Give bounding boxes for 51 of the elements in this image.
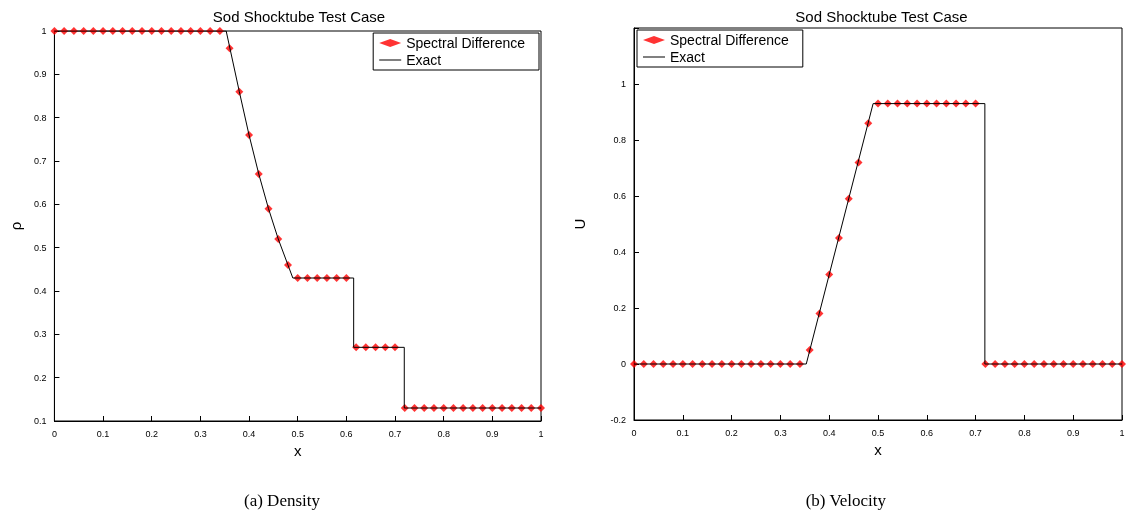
x-tick-label: 0.1	[96, 428, 110, 439]
x-tick-label: 0.9	[1066, 427, 1080, 438]
x-tick-label: 0.7	[969, 427, 982, 438]
chart-title: Sod Shocktube Test Case	[212, 8, 386, 25]
y-tick-label: 0.6	[613, 191, 626, 201]
x-tick-label: 0.5	[871, 427, 885, 438]
text: (b) Velocity	[805, 491, 887, 510]
chart-title: Sod Shocktube Test Case	[795, 8, 968, 25]
x-tick-label: 0.4	[822, 427, 836, 438]
y-tick-label: 0.1	[33, 416, 47, 426]
x-tick-label: 0.8	[437, 428, 450, 439]
legend-label: Exact	[670, 49, 706, 65]
x-tick-label: 1	[1119, 427, 1125, 438]
legend-label: Spectral Difference	[670, 32, 790, 48]
y-tick-label: 0.7	[33, 156, 47, 166]
text: (a) Density	[244, 491, 321, 510]
y-tick-label: 0.2	[613, 303, 626, 313]
x-tick-label: 0	[631, 427, 637, 438]
y-tick-label: 0.8	[613, 135, 626, 145]
x-tick-label: 0.2	[145, 428, 158, 439]
x-tick-label: 0.8	[1018, 427, 1031, 438]
x-axis-title: x	[293, 441, 302, 459]
x-tick-label: 0.3	[194, 428, 207, 439]
y-tick-label: 0.9	[33, 69, 47, 80]
y-tick-label: 0.2	[33, 372, 47, 383]
legend-label: Spectral Difference	[406, 35, 526, 51]
legend-label: Exact	[406, 52, 442, 68]
x-axis-title: x	[874, 440, 883, 458]
y-axis-title: U	[571, 218, 588, 230]
y-tick-label: 0.4	[33, 286, 47, 296]
x-tick-label: 0	[51, 428, 57, 439]
x-tick-label: 0.1	[676, 427, 690, 438]
x-tick-label: 0.2	[725, 427, 738, 438]
y-tick-label: -0.2	[610, 415, 626, 425]
x-tick-label: 0.6	[920, 427, 934, 438]
x-tick-label: 0.4	[242, 428, 256, 439]
y-tick-label: 1	[41, 26, 47, 36]
y-tick-label: 0.4	[613, 247, 626, 257]
y-tick-label: 0.3	[33, 329, 47, 340]
x-tick-label: 0.3	[774, 427, 787, 438]
y-axis-title: ρ	[7, 221, 24, 231]
x-tick-label: 0.9	[486, 428, 499, 439]
y-tick-label: 1	[620, 79, 626, 89]
y-tick-label: 0.5	[33, 242, 47, 253]
x-tick-label: 1	[538, 428, 544, 439]
x-tick-label: 0.7	[388, 428, 402, 439]
y-tick-label: 0	[620, 359, 626, 369]
y-tick-label: 0.8	[33, 112, 47, 123]
x-tick-label: 0.5	[291, 428, 304, 439]
y-tick-label: 0.6	[33, 199, 47, 210]
x-tick-label: 0.6	[340, 428, 353, 439]
